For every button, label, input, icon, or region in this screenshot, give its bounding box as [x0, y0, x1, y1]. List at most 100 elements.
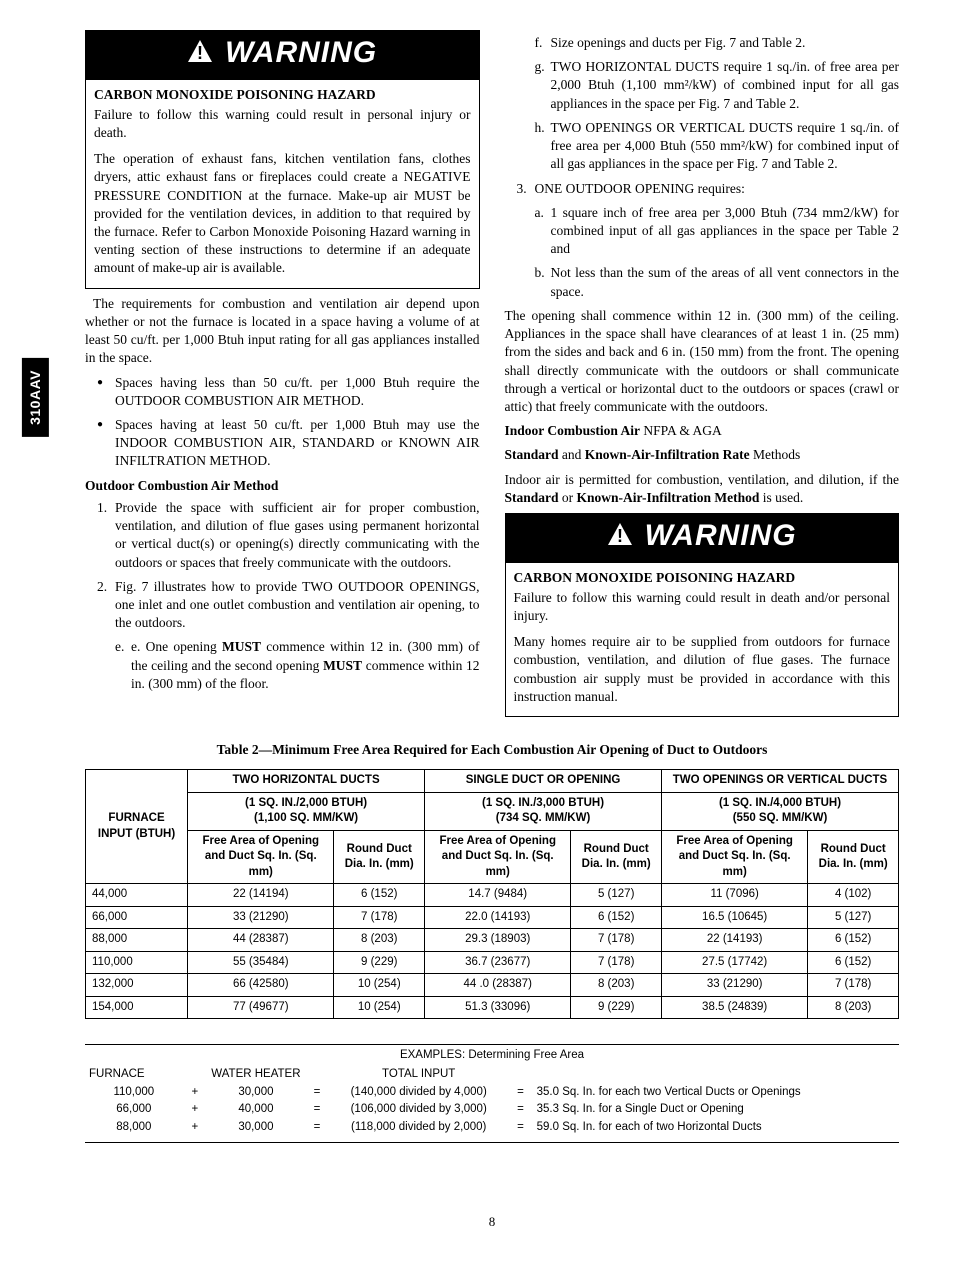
example-cell: +: [183, 1084, 207, 1102]
example-row: 110,000+30,000=(140,000 divided by 4,000…: [85, 1084, 899, 1102]
table-cell: 5 (127): [808, 906, 899, 929]
l1-b: Indoor Combustion Air: [505, 423, 641, 438]
g-text: TWO HORIZONTAL DUCTS require 1 sq./in. o…: [551, 59, 900, 110]
table-row: 44,00022 (14194)6 (152)14.7 (9484)5 (127…: [86, 884, 899, 907]
e-pre: e. One opening: [131, 639, 222, 654]
table-cell: 7 (178): [571, 951, 662, 974]
table-cell: 55 (35484): [188, 951, 334, 974]
table-cell: 8 (203): [571, 974, 662, 997]
table-2: FURNACE INPUT (BTUH) TWO HORIZONTAL DUCT…: [85, 769, 899, 1019]
table-cell: 10 (254): [334, 974, 425, 997]
table-cell: 33 (21290): [662, 974, 808, 997]
table-cell: 51.3 (33096): [425, 996, 571, 1019]
warning-box-1: ! WARNING CARBON MONOXIDE POISONING HAZA…: [85, 30, 480, 289]
example-row: 66,000+40,000=(106,000 divided by 3,000)…: [85, 1101, 899, 1119]
indoor-line-2: Standard and Known-Air-Infiltration Rate…: [505, 446, 900, 464]
table-cell: 7 (178): [571, 929, 662, 952]
warning-triangle-icon: !: [187, 39, 213, 68]
example-cell: 35.3 Sq. In. for a Single Duct or Openin…: [533, 1101, 899, 1119]
example-cell: (118,000 divided by 2,000): [329, 1119, 508, 1137]
table-cell: 16.5 (10645): [662, 906, 808, 929]
table-cell: 4 (102): [808, 884, 899, 907]
table-cell: 8 (203): [334, 929, 425, 952]
num-item-3: ONE OUTDOOR OPENING requires: a.1 square…: [505, 180, 900, 301]
warning2-p1: Failure to follow this warning could res…: [514, 589, 891, 625]
table-cell: 154,000: [86, 996, 188, 1019]
table-cell: 6 (152): [571, 906, 662, 929]
letter-3b: b.Not less than the sum of the areas of …: [535, 264, 900, 300]
table-cell: 44 (28387): [188, 929, 334, 952]
table-cell: 88,000: [86, 929, 188, 952]
svg-text:!: !: [617, 526, 623, 546]
warning-header: ! WARNING: [86, 31, 479, 80]
example-cell: =: [508, 1101, 532, 1119]
warning-box-2: ! WARNING CARBON MONOXIDE POISONING HAZA…: [505, 513, 900, 717]
letter-e: e. e. One opening MUST commence within 1…: [115, 638, 480, 693]
example-cell: 110,000: [85, 1084, 183, 1102]
th-group-1: SINGLE DUCT OR OPENING: [425, 770, 662, 793]
th-sub-1: (1 SQ. IN./3,000 BTUH) (734 SQ. MM/KW): [425, 792, 662, 830]
p3-m: or: [559, 490, 577, 505]
example-cell: 30,000: [207, 1084, 305, 1102]
example-cell: (140,000 divided by 4,000): [329, 1084, 508, 1102]
table-cell: 66 (42580): [188, 974, 334, 997]
num-item-1: Provide the space with sufficient air fo…: [85, 499, 480, 572]
th-sub-2: (1 SQ. IN./4,000 BTUH) (550 SQ. MM/KW): [662, 792, 899, 830]
e-b1: MUST: [222, 639, 261, 654]
table-cell: 9 (229): [571, 996, 662, 1019]
bullet-1: Spaces having less than 50 cu/ft. per 1,…: [85, 374, 480, 410]
table-cell: 38.5 (24839): [662, 996, 808, 1019]
page-number: 8: [85, 1213, 899, 1231]
th-a3: Free Area of Opening and Duct Sq. In. (S…: [662, 830, 808, 884]
table-row: 66,00033 (21290)7 (178)22.0 (14193)6 (15…: [86, 906, 899, 929]
table-cell: 5 (127): [571, 884, 662, 907]
ex-h-water: WATER HEATER: [207, 1066, 305, 1084]
table-cell: 22 (14193): [662, 929, 808, 952]
th-group-0: TWO HORIZONTAL DUCTS: [188, 770, 425, 793]
right-column: f.Size openings and ducts per Fig. 7 and…: [505, 30, 900, 723]
p3-b1: Standard: [505, 490, 559, 505]
warning-label: WARNING: [225, 36, 377, 69]
table-cell: 6 (152): [808, 951, 899, 974]
table-cell: 22.0 (14193): [425, 906, 571, 929]
table-cell: 8 (203): [808, 996, 899, 1019]
warning-title: CARBON MONOXIDE POISONING HAZARD: [94, 86, 471, 104]
h-text: TWO OPENINGS OR VERTICAL DUCTS require 1…: [551, 120, 900, 171]
indoor-line-1: Indoor Combustion Air NFPA & AGA: [505, 422, 900, 440]
outdoor-method-heading: Outdoor Combustion Air Method: [85, 477, 480, 495]
example-cell: =: [508, 1119, 532, 1137]
table-cell: 110,000: [86, 951, 188, 974]
num3b-text: Not less than the sum of the areas of al…: [551, 265, 900, 298]
table-cell: 11 (7096): [662, 884, 808, 907]
table-row: 110,00055 (35484)9 (229)36.7 (23677)7 (1…: [86, 951, 899, 974]
ex-h-furnace: FURNACE: [85, 1066, 183, 1084]
warning2-p2: Many homes require air to be supplied fr…: [514, 633, 891, 706]
example-cell: =: [305, 1119, 329, 1137]
table-cell: 36.7 (23677): [425, 951, 571, 974]
warning-label-2: WARNING: [645, 519, 797, 552]
l2-m1: and: [559, 447, 585, 462]
table-2-title: Table 2—Minimum Free Area Required for E…: [85, 741, 899, 759]
indoor-para: Indoor air is permitted for combustion, …: [505, 471, 900, 507]
e-b2: MUST: [323, 658, 362, 673]
warning-p2: The operation of exhaust fans, kitchen v…: [94, 150, 471, 278]
table-cell: 22 (14194): [188, 884, 334, 907]
example-cell: +: [183, 1101, 207, 1119]
th-sub-0: (1 SQ. IN./2,000 BTUH) (1,100 SQ. MM/KW): [188, 792, 425, 830]
example-cell: 30,000: [207, 1119, 305, 1137]
requirements-para: The requirements for combustion and vent…: [85, 295, 480, 368]
num-item-2-text: Fig. 7 illustrates how to provide TWO OU…: [115, 579, 480, 630]
th-b3: Round Duct Dia. In. (mm): [808, 830, 899, 884]
bullet-list: Spaces having less than 50 cu/ft. per 1,…: [85, 374, 480, 471]
table-cell: 132,000: [86, 974, 188, 997]
warning-header-2: ! WARNING: [506, 514, 899, 563]
warning-p1: Failure to follow this warning could res…: [94, 106, 471, 142]
table-cell: 66,000: [86, 906, 188, 929]
bullet-2: Spaces having at least 50 cu/ft. per 1,0…: [85, 416, 480, 471]
table-cell: 6 (152): [334, 884, 425, 907]
letter-3a: a.1 square inch of free area per 3,000 B…: [535, 204, 900, 259]
l1-r: NFPA & AGA: [640, 423, 722, 438]
num-item-2: Fig. 7 illustrates how to provide TWO OU…: [85, 578, 480, 693]
table-cell: 7 (178): [334, 906, 425, 929]
example-cell: 66,000: [85, 1101, 183, 1119]
